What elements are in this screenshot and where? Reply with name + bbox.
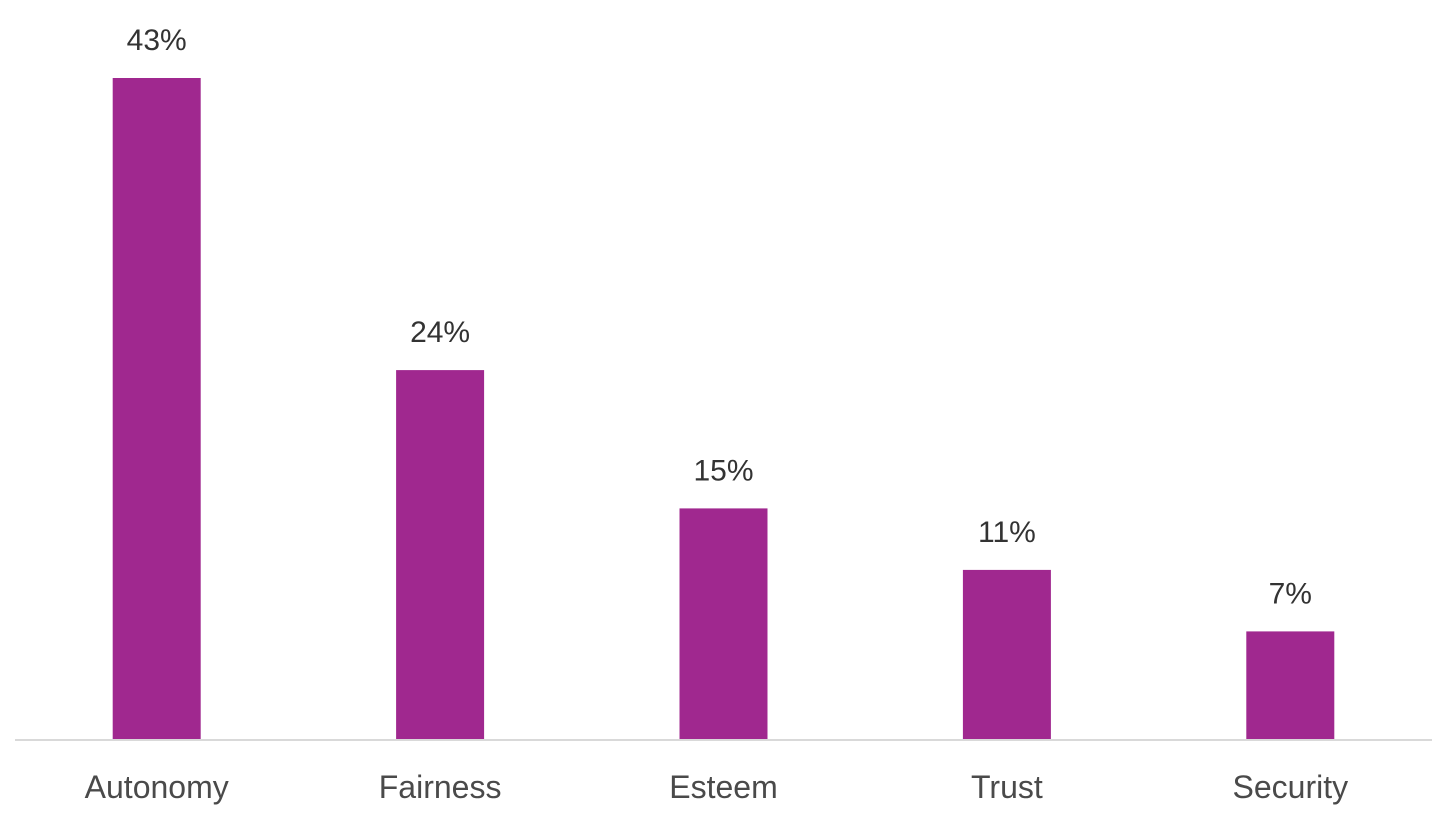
x-tick-label-security: Security [1233,769,1349,805]
bar-autonomy [112,78,201,739]
bar-trust [962,569,1051,739]
value-label-autonomy: 43% [127,24,187,57]
x-tick-labels-group: Autonomy Fairness Esteem Trust Security [85,769,1348,805]
bar-fairness [396,370,485,739]
bar-esteem [679,508,768,739]
x-tick-label-trust: Trust [971,769,1043,805]
x-tick-label-autonomy: Autonomy [85,769,229,805]
value-label-fairness: 24% [410,316,470,349]
x-tick-label-esteem: Esteem [669,769,777,805]
value-label-security: 7% [1269,577,1312,610]
bar-security [1246,631,1335,739]
x-tick-label-fairness: Fairness [379,769,502,805]
value-labels-group: 43% 24% 15% 11% 7% [127,24,1312,610]
value-label-trust: 11% [978,516,1036,549]
value-label-esteem: 15% [693,454,753,487]
bars-group [112,78,1335,739]
